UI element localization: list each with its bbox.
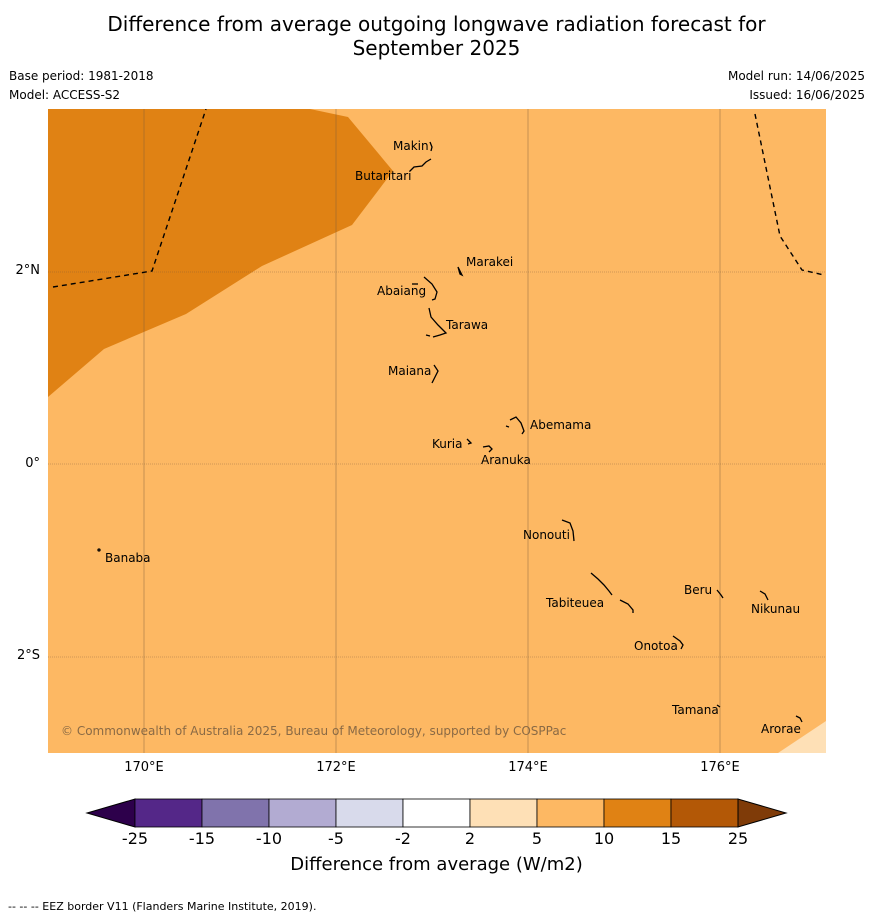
island-label-marakei: Marakei: [466, 255, 514, 269]
colorbar-tick-label: -2: [395, 829, 411, 848]
eez-border: [52, 109, 825, 288]
meta-left: Base period: 1981-2018 Model: ACCESS-S2: [9, 67, 154, 105]
map-svg: [48, 109, 826, 753]
meta-right: Model run: 14/06/2025 Issued: 16/06/2025: [728, 67, 865, 105]
nikunau-outline: [759, 590, 769, 601]
island-label-makin: Makin: [393, 139, 429, 153]
makin-outline: [429, 141, 433, 152]
island-label-abaiang: Abaiang: [377, 284, 427, 298]
colorbar-tick-label: 5: [531, 829, 543, 848]
tarawa-islet: [425, 334, 431, 337]
lon-label-172e: 172°E: [316, 760, 356, 775]
lat-label-2n: 2°N: [15, 263, 41, 278]
title-line-1: Difference from average outgoing longwav…: [107, 12, 766, 36]
tamana-outline: [716, 704, 721, 708]
abemama-islet: [505, 425, 510, 428]
tabiteuea-south-outline: [619, 599, 634, 613]
island-label-beru: Beru: [684, 583, 713, 597]
aranuka-outline: [482, 445, 493, 453]
abemama-outline: [509, 416, 525, 435]
colorbar-tick-label: 10: [593, 829, 615, 848]
island-label-kuria: Kuria: [432, 437, 463, 451]
colorbar-block: [134, 798, 203, 828]
colorbar-block: [268, 798, 337, 828]
island-label-arorae: Arorae: [761, 722, 801, 736]
forecast-map: Makin Butaritari Marakei Abaiang Tarawa …: [48, 109, 826, 753]
lon-label-170e: 170°E: [124, 760, 164, 775]
colorbar-extension-low: [85, 798, 136, 828]
base-period: Base period: 1981-2018: [9, 69, 154, 83]
butaritari-outline: [409, 158, 432, 172]
colorbar-title: Difference from average (W/m2): [290, 854, 583, 875]
colorbar: [85, 798, 788, 828]
eez-footnote: -- -- -- EEZ border V11 (Flanders Marine…: [8, 900, 317, 913]
colorbar-block: [201, 798, 270, 828]
colorbar-tick-label: -5: [328, 829, 344, 848]
nonouti-outline: [561, 519, 575, 542]
banaba-outline: [97, 548, 101, 552]
island-label-onotoa: Onotoa: [634, 639, 678, 653]
lon-label-174e: 174°E: [508, 760, 548, 775]
colorbar-tick-label: 2: [464, 829, 476, 848]
anomaly-2-5-area: [778, 721, 826, 753]
island-label-maiana: Maiana: [388, 364, 432, 378]
colorbar-tick-label: -10: [255, 829, 283, 848]
island-label-banaba: Banaba: [105, 551, 151, 565]
tarawa-outline: [428, 307, 448, 338]
colorbar-block: [670, 798, 739, 828]
island-label-nikunau: Nikunau: [751, 602, 801, 616]
issued-date: Issued: 16/06/2025: [749, 88, 865, 102]
colorbar-block: [536, 798, 605, 828]
anomaly-10-15-area: [48, 109, 393, 397]
island-label-tamana: Tamana: [672, 703, 719, 717]
island-label-nonouti: Nonouti: [523, 528, 570, 542]
tabiteuea-north-outline: [590, 572, 613, 596]
lat-label-2s: 2°S: [16, 648, 40, 663]
colorbar-block: [603, 798, 672, 828]
island-label-butaritari: Butaritari: [355, 169, 412, 183]
island-label-tarawa: Tarawa: [446, 318, 489, 332]
colorbar-tick-label: 15: [660, 829, 682, 848]
onotoa-outline: [672, 635, 684, 650]
island-label-tabiteuea: Tabiteuea: [546, 596, 605, 610]
title-line-2: September 2025: [352, 36, 521, 60]
island-label-aranuka: Aranuka: [481, 453, 531, 467]
maiana-outline: [431, 364, 439, 384]
colorbar-block: [335, 798, 404, 828]
arorae-outline: [795, 715, 803, 723]
island-outlines: [97, 141, 803, 723]
colorbar-tick-label: 25: [727, 829, 749, 848]
model-run: Model run: 14/06/2025: [727, 69, 865, 83]
graticule: [48, 109, 826, 753]
colorbar-extension-high: [737, 798, 788, 828]
kuria-outline: [466, 438, 473, 445]
island-label-abemama: Abemama: [530, 418, 592, 432]
colorbar-block: [469, 798, 538, 828]
map-title: Difference from average outgoing longwav…: [0, 12, 873, 60]
lat-label-0: 0°: [25, 456, 40, 471]
abaiang-outline: [423, 276, 438, 301]
colorbar-tick-label: -15: [188, 829, 216, 848]
beru-outline: [716, 589, 724, 599]
marakei-outline: [457, 266, 464, 277]
model-name: Model: ACCESS-S2: [9, 88, 121, 102]
copyright-notice: © Commonwealth of Australia 2025, Bureau…: [61, 724, 567, 738]
colorbar-block: [402, 798, 471, 828]
lon-label-176e: 176°E: [700, 760, 740, 775]
colorbar-tick-label: -25: [121, 829, 149, 848]
